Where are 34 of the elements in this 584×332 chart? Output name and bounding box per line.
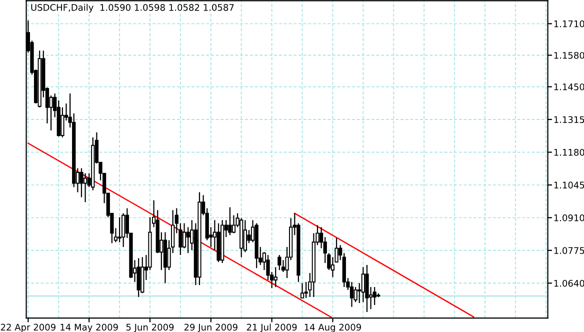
- y-tick-label: 1.1315: [554, 116, 584, 124]
- x-tick-label: 29 Jun 2009: [184, 324, 238, 332]
- candlestick: [182, 222, 186, 249]
- candlestick: [60, 106, 64, 138]
- candlestick: [365, 264, 369, 313]
- y-tick-label: 1.0910: [554, 214, 584, 222]
- chart-title: USDCHF,Daily 1.0590 1.0598 1.0582 1.0587: [31, 4, 234, 13]
- candlestick: [136, 258, 140, 298]
- x-tick-label: 14 May 2009: [60, 324, 118, 332]
- y-tick-label: 1.1045: [554, 182, 584, 188]
- x-tick-label: 14 Aug 2009: [304, 324, 361, 332]
- candlestick: [300, 282, 304, 298]
- candlestick: [361, 266, 365, 303]
- candlestick: [354, 286, 358, 303]
- y-tick-label: 1.0775: [554, 247, 584, 254]
- y-tick-label: 1.1450: [554, 83, 584, 90]
- candlestick: [243, 220, 247, 253]
- candlestick: [118, 216, 122, 243]
- candlestick: [80, 168, 84, 198]
- candlestick: [350, 281, 354, 308]
- candlestick: [372, 286, 376, 306]
- y-tick-label: 1.1710: [554, 20, 584, 28]
- x-tick-label: 21 Jul 2009: [246, 324, 297, 332]
- candlestick: [228, 206, 232, 236]
- y-tick-label: 1.1580: [554, 52, 584, 59]
- candlestick: [232, 214, 236, 234]
- candlestick: [83, 172, 88, 203]
- y-tick-label: 1.1180: [554, 148, 584, 156]
- y-tick-label: 1.0640: [554, 280, 584, 287]
- candlestick: [278, 254, 282, 271]
- x-tick-label: 5 Jun 2009: [126, 324, 174, 332]
- candlestick: [274, 266, 278, 288]
- x-tick-label: 22 Apr 2009: [0, 324, 56, 332]
- candlestick: [186, 226, 190, 254]
